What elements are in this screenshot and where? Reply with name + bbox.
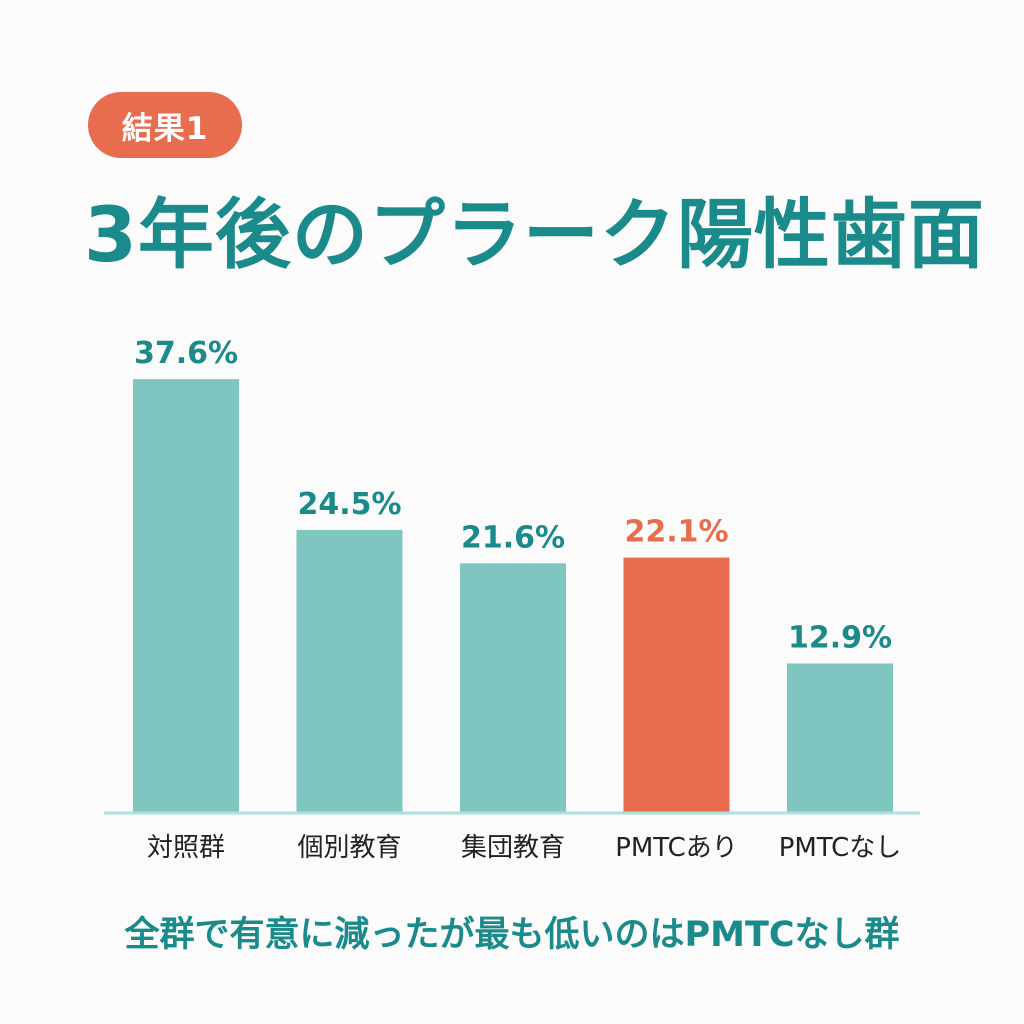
bar-chart: 37.6% 対照群 24.5% 個別教育 21.6% 集団教育 22.1% PMTCあり 12.… (104, 336, 920, 863)
conclusion-text: 全群で有意に減ったが最も低いのはPMTCなし群 (124, 915, 900, 955)
data-label-2: 24.5% (297, 487, 401, 522)
chart-title: 3年後のプラーク陽性歯面 (84, 190, 985, 279)
data-label-4: 22.1% (624, 515, 728, 550)
labels-layer: 37.6% 対照群 24.5% 個別教育 21.6% 集団教育 22.1% PMTCあり 12.… (134, 336, 901, 863)
bar-3 (460, 563, 566, 812)
data-label-5: 12.9% (788, 620, 892, 655)
category-label-2: 個別教育 (297, 833, 401, 863)
data-label-1: 37.6% (134, 336, 238, 371)
bar-5 (787, 663, 893, 812)
category-label-5: PMTCなし (779, 833, 902, 863)
category-label-1: 対照群 (147, 833, 225, 863)
bar-2 (296, 529, 403, 812)
data-label-3: 21.6% (461, 520, 565, 555)
bars-layer (133, 379, 893, 812)
bar-4 (623, 557, 730, 812)
category-label-3: 集団教育 (461, 833, 565, 863)
bar-1 (133, 379, 239, 812)
category-label-4: PMTCあり (615, 833, 738, 863)
result-badge: 結果1 (88, 92, 242, 158)
